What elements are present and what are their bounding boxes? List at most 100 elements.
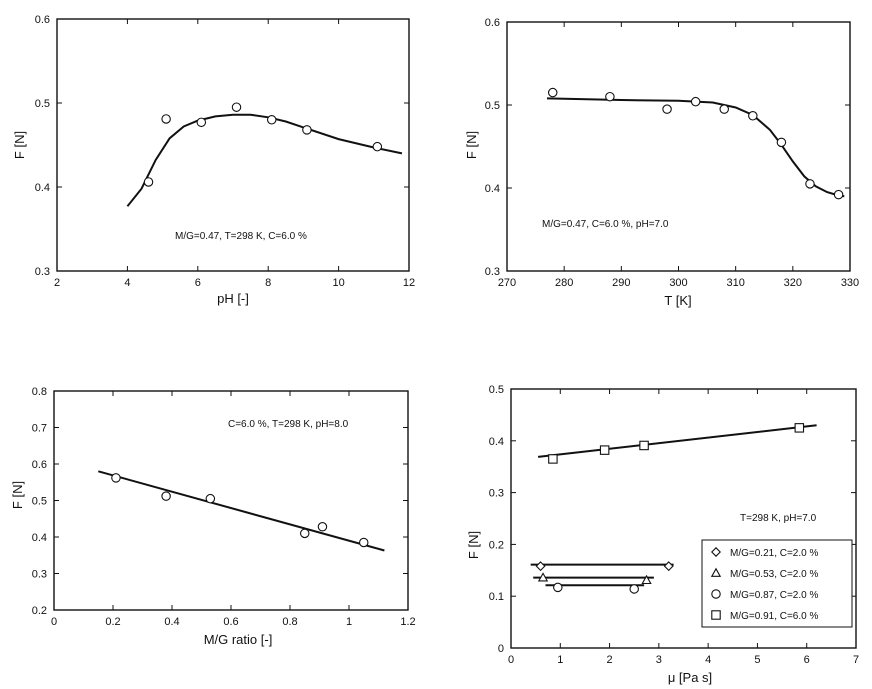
data-point-circle — [161, 491, 171, 501]
y-tick-label: 0.6 — [485, 17, 500, 29]
data-point-circle — [547, 87, 558, 98]
y-tick-label: 0.5 — [485, 100, 500, 112]
y-tick-label: 0.8 — [32, 386, 47, 398]
data-point-circle — [690, 96, 701, 107]
data-point-square — [639, 440, 649, 451]
conditions-annotation: C=6.0 %, T=298 K, pH=8.0 — [228, 419, 349, 430]
y-tick-label: 0.3 — [489, 488, 504, 500]
x-tick-label: 10 — [332, 277, 344, 289]
legend-label: M/G=0.21, C=2.0 % — [730, 548, 818, 559]
data-point-circle — [205, 493, 216, 504]
conditions-annotation: T=298 K, pH=7.0 — [740, 513, 817, 524]
x-tick-label: 310 — [726, 277, 744, 289]
data-points — [111, 473, 369, 548]
data-point-circle — [553, 582, 563, 593]
legend-marker-triangle — [710, 567, 722, 577]
panel-force-vs-mg-ratio: M/G ratio [-] F [N] C=6.0 %, T=298 K, pH… — [10, 386, 416, 647]
x-tick-label: 0.6 — [223, 616, 238, 628]
fit-curves — [546, 97, 845, 198]
data-point-circle — [231, 102, 242, 112]
legend-box — [701, 539, 853, 628]
data-points — [547, 87, 844, 200]
y-tick-label: 0.4 — [32, 532, 47, 544]
x-axis-label: M/G ratio [-] — [204, 632, 273, 647]
data-point-square — [548, 454, 558, 464]
data-points — [143, 102, 383, 187]
y-tick-label: 0.3 — [485, 266, 500, 278]
fit-curve — [126, 113, 403, 207]
panel-force-vs-temperature: T [K] F [N] M/G=0.47, C=6.0 %, pH=7.0 27… — [464, 17, 859, 308]
conditions-annotation: M/G=0.47, C=6.0 %, pH=7.0 — [542, 219, 669, 230]
x-tick-label: 0 — [508, 654, 514, 666]
data-point-circle — [833, 189, 844, 200]
x-tick-label: 4 — [124, 277, 130, 289]
axis-ticks: 0 1 2 3 4 5 6 7 0 0.1 0.2 0.3 0.4 0.5 — [489, 384, 859, 666]
y-tick-label: 0.6 — [32, 459, 47, 471]
legend-label: M/G=0.91, C=6.0 % — [730, 611, 818, 622]
fit-curve — [537, 424, 817, 458]
x-axis-label: pH [-] — [217, 291, 249, 306]
plot-frame — [506, 21, 851, 272]
plot-frame — [510, 388, 857, 649]
x-tick-label: 0.8 — [282, 616, 297, 628]
data-point-circle — [605, 91, 615, 102]
data-point-circle — [302, 125, 312, 135]
x-tick-label: 280 — [555, 277, 573, 289]
data-point-square — [794, 423, 805, 433]
data-point-circle — [317, 522, 328, 532]
axis-ticks: 0 0.2 0.4 0.6 0.8 1 1.2 0.2 0.3 0.4 0.5 0.6 0.7 0.8 — [32, 386, 416, 628]
legend-label: M/G=0.53, C=2.0 % — [730, 569, 818, 580]
y-tick-label: 0.7 — [32, 423, 47, 435]
panel-force-vs-viscosity: μ [Pa s] F [N] T=298 K, pH=7.0 0 1 2 3 4 5 6 70… — [466, 384, 859, 685]
x-tick-label: 12 — [403, 277, 415, 289]
y-tick-label: 0.2 — [32, 605, 47, 617]
data-point-circle — [719, 104, 729, 114]
data-point-triangle — [537, 572, 549, 582]
data-points — [535, 423, 805, 594]
x-tick-label: 270 — [498, 277, 516, 289]
x-tick-label: 320 — [784, 277, 802, 289]
y-tick-label: 0.4 — [35, 182, 50, 194]
data-point-circle — [372, 141, 383, 152]
y-tick-label: 0.2 — [489, 539, 504, 551]
y-axis-label: F [N] — [12, 131, 27, 159]
data-point-circle — [662, 104, 672, 114]
fit-curves — [98, 470, 385, 552]
y-tick-label: 0.5 — [35, 98, 50, 110]
x-tick-label: 330 — [841, 277, 859, 289]
x-axis-label: μ [Pa s] — [668, 670, 712, 685]
plot-frame — [56, 18, 410, 272]
data-point-circle — [299, 528, 310, 539]
x-tick-label: 5 — [754, 654, 760, 666]
y-tick-label: 0.6 — [35, 14, 50, 26]
x-tick-label: 7 — [853, 654, 859, 666]
data-point-triangle — [641, 574, 652, 585]
conditions-annotation: M/G=0.47, T=298 K, C=6.0 % — [175, 231, 307, 242]
legend: M/G=0.21, C=2.0 % M/G=0.53, C=2.0 % M/G=0.… — [701, 539, 853, 628]
y-tick-label: 0.3 — [35, 266, 50, 278]
data-point-diamond — [663, 561, 674, 572]
fit-curves — [126, 113, 403, 207]
legend-marker-square — [711, 610, 721, 620]
legend-marker-diamond — [711, 547, 721, 557]
x-tick-label: 6 — [804, 654, 810, 666]
data-point-circle — [748, 111, 758, 121]
x-tick-label: 4 — [705, 654, 711, 666]
x-tick-label: 290 — [612, 277, 630, 289]
y-tick-label: 0.3 — [32, 569, 47, 581]
x-tick-label: 1.2 — [400, 616, 415, 628]
legend-label: M/G=0.87, C=2.0 % — [730, 590, 818, 601]
data-point-circle — [161, 114, 171, 124]
fit-curve — [546, 97, 845, 198]
data-point-circle — [805, 179, 815, 189]
y-axis-label: F [N] — [464, 131, 479, 159]
legend-entries: M/G=0.21, C=2.0 % M/G=0.53, C=2.0 % M/G=0.… — [710, 547, 818, 622]
y-tick-label: 0.1 — [489, 591, 504, 603]
data-point-circle — [143, 177, 154, 187]
data-point-circle — [196, 117, 207, 128]
y-tick-label: 0 — [498, 643, 504, 655]
x-tick-label: 2 — [54, 277, 60, 289]
x-tick-label: 1 — [346, 616, 352, 628]
x-tick-label: 300 — [669, 277, 687, 289]
